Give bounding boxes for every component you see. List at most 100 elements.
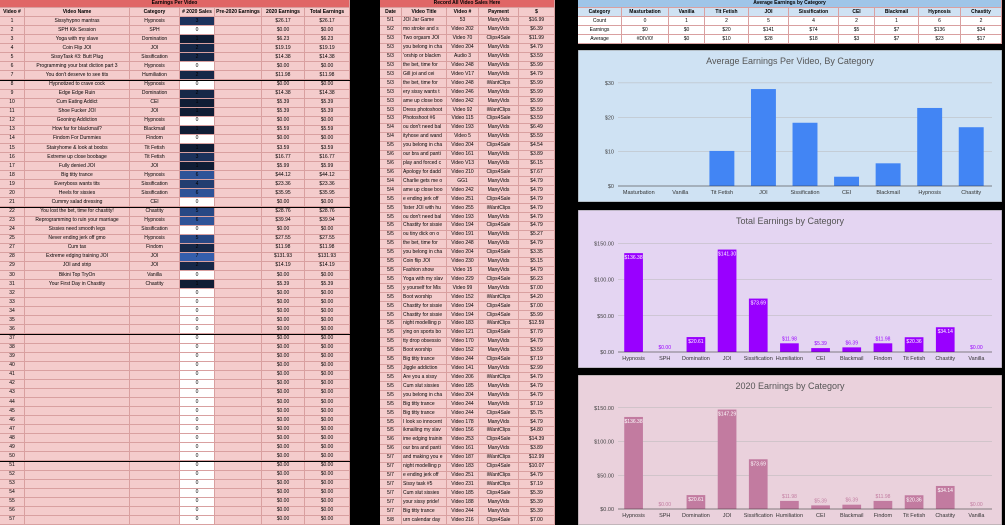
cell: $5.39 — [262, 280, 305, 290]
cell: Findom — [130, 134, 180, 144]
cell: 5 — [0, 53, 25, 63]
cell: 5/5 — [380, 204, 402, 214]
bar — [873, 500, 893, 509]
cell: 5/3 — [380, 97, 402, 107]
cell: $6.49 — [519, 123, 555, 133]
cell: 15 — [0, 144, 25, 154]
cell: $39.94 — [262, 216, 305, 226]
cell: 1 — [180, 35, 215, 45]
cell: 5/5 — [380, 230, 402, 240]
cell: $0.00 — [305, 289, 350, 299]
x-tick-label: Vanilla — [968, 513, 985, 519]
cell — [215, 343, 262, 353]
cell: Video 210 — [447, 168, 479, 178]
cell: $5.59 — [519, 132, 555, 142]
cell: 35 — [0, 316, 25, 326]
cell: 5/7 — [380, 453, 402, 463]
cell: $0.00 — [305, 379, 350, 389]
x-tick-label: Tit Fetish — [711, 190, 733, 196]
cell: $19.19 — [262, 44, 305, 54]
cell: 5/1 — [380, 17, 402, 26]
cell: ManyVids — [479, 123, 519, 133]
cell: Video 141 — [447, 364, 479, 374]
cell — [215, 234, 262, 244]
cell: #DIV/0! — [622, 35, 669, 44]
cell: iWantClips — [479, 426, 519, 436]
cell: 5/3 — [380, 61, 402, 71]
cell: 5/5 — [380, 221, 402, 231]
cell: 2 — [180, 243, 215, 253]
data-label: $11.98 — [875, 494, 890, 500]
cell — [25, 434, 130, 444]
cell: 53 — [447, 17, 479, 26]
cell — [215, 243, 262, 253]
cell: Video 204 — [447, 141, 479, 151]
cell — [130, 361, 180, 371]
cell: 0 — [180, 461, 215, 471]
cell: $0.00 — [305, 26, 350, 36]
cell: 38 — [0, 343, 25, 353]
bar — [811, 505, 830, 509]
chart: Total Earnings by Category $0.00 $50.00 $10… — [578, 210, 1002, 368]
cell: How far for blackmail? — [25, 125, 130, 135]
cell: Clips4Sale — [479, 516, 519, 525]
cell: $14.19 — [262, 261, 305, 271]
cell: $14.38 — [305, 89, 350, 99]
cell: $0.00 — [305, 452, 350, 462]
cell: Video 183 — [447, 320, 479, 329]
cell: Clips4Sale — [479, 141, 519, 151]
cell: Video 248 — [447, 239, 479, 249]
cell: 28 — [0, 252, 25, 262]
cell: 6 — [180, 216, 215, 226]
cell: 0 — [180, 298, 215, 308]
cell: Video 248 — [447, 79, 479, 89]
cell: I look so innocent — [402, 418, 447, 427]
cell: $0.00 — [262, 416, 305, 426]
cell: $23.36 — [305, 180, 350, 190]
cell: 21 — [0, 198, 25, 208]
cell: Video 185 — [447, 489, 479, 499]
cell: 5/5 — [380, 400, 402, 410]
cell: Video 251 — [447, 195, 479, 205]
x-tick-label: JOI — [759, 190, 768, 196]
cell: $27.55 — [262, 234, 305, 244]
cell: $5.27 — [519, 230, 555, 240]
cell: Chastity — [130, 280, 180, 290]
cell: JOI and strip — [25, 261, 130, 271]
cell: ManyVids — [479, 400, 519, 410]
x-tick-label: Sissification — [744, 356, 773, 362]
cell: 0 — [180, 416, 215, 426]
bar — [904, 495, 924, 509]
data-label: $5.39 — [814, 498, 827, 504]
cell: 5/5 — [380, 409, 402, 419]
cell: Hypnosis — [130, 171, 180, 181]
cell: Boot worship — [402, 346, 447, 356]
cell — [215, 98, 262, 108]
cell: Clips4Sale — [479, 275, 519, 285]
cell: 5/7 — [380, 480, 402, 490]
cell: and making you e — [402, 453, 447, 463]
data-label: $0.00 — [970, 345, 983, 351]
data-label: $141.30 — [718, 252, 736, 258]
cell: $0.00 — [305, 497, 350, 507]
x-tick-label: JOI — [723, 513, 732, 519]
cell: Video 188 — [447, 498, 479, 508]
cell: $0.00 — [305, 361, 350, 371]
cell: $0.00 — [262, 388, 305, 398]
cell: ou don't need bal — [402, 123, 447, 133]
cell: Fashion show — [402, 266, 447, 276]
cell — [215, 443, 262, 453]
cell: 3 — [180, 17, 215, 27]
chart-title: Total Earnings by Category — [736, 216, 845, 226]
cell: 6 — [0, 62, 25, 72]
cell: $0.00 — [305, 343, 350, 353]
cell — [215, 479, 262, 489]
cell: Sissification — [130, 189, 180, 199]
cell: $23.36 — [262, 180, 305, 190]
cell: Big titty trance — [25, 171, 130, 181]
cell: e ending jerk off — [402, 471, 447, 481]
data-label: $0.00 — [658, 502, 671, 508]
cell: Video 161 — [447, 150, 479, 160]
cell — [25, 307, 130, 317]
cell: 5/5 — [380, 311, 402, 320]
